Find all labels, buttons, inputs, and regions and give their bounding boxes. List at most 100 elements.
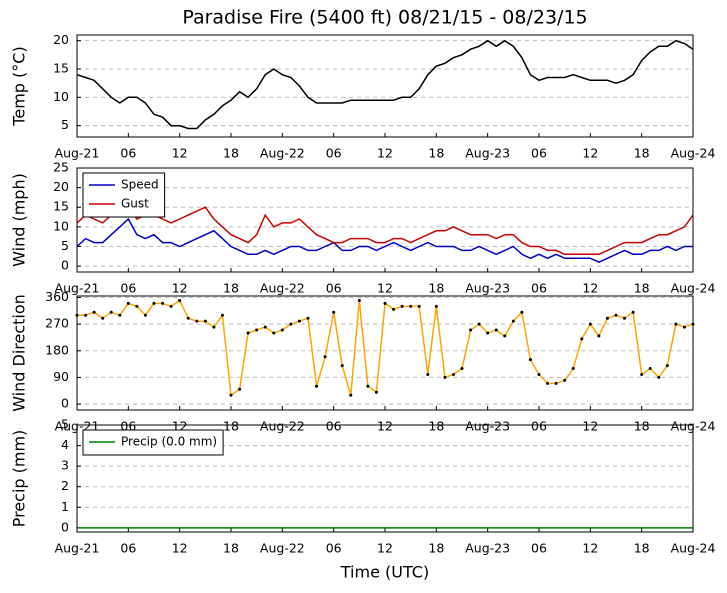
y-tick-label: 5 — [61, 417, 69, 432]
x-tick-label: 06 — [531, 281, 547, 296]
x-tick-label: 12 — [172, 146, 188, 161]
data-point — [280, 328, 284, 332]
data-point — [143, 313, 147, 317]
data-point — [434, 304, 438, 308]
x-tick-label: Aug-23 — [465, 281, 510, 296]
data-point — [255, 328, 259, 332]
data-point — [588, 322, 592, 326]
data-point — [84, 313, 88, 317]
data-point — [238, 387, 242, 391]
data-point — [554, 381, 558, 385]
legend-label: Gust — [121, 197, 149, 211]
legend-label: Precip (0.0 mm) — [121, 435, 217, 449]
data-point — [126, 301, 130, 305]
x-tick-label: Aug-21 — [55, 146, 100, 161]
data-line — [76, 206, 694, 256]
data-line — [76, 39, 694, 130]
x-tick-label: 12 — [172, 281, 188, 296]
data-point — [263, 325, 267, 329]
x-tick-label: 12 — [582, 419, 598, 434]
x-tick-label: Aug-21 — [55, 281, 100, 296]
data-point — [101, 316, 105, 320]
data-point — [186, 316, 190, 320]
data-point — [477, 322, 481, 326]
data-point — [460, 367, 464, 371]
x-tick-label: 18 — [428, 146, 444, 161]
data-point — [614, 313, 618, 317]
data-point — [374, 390, 378, 394]
plot-frame — [76, 295, 694, 411]
y-tick-label: 20 — [53, 32, 69, 47]
y-tick-label: 0 — [61, 519, 69, 534]
y-tick-label: 10 — [53, 218, 69, 233]
x-tick-label: Aug-23 — [465, 146, 510, 161]
data-point — [657, 375, 661, 379]
x-tick-label: 18 — [634, 146, 650, 161]
x-tick-label: 06 — [120, 541, 136, 556]
data-point — [665, 364, 669, 368]
legend-label: Speed — [121, 178, 159, 192]
x-tick-label: 18 — [223, 419, 239, 434]
data-point — [212, 325, 216, 329]
data-point — [426, 372, 430, 376]
y-tick-label: 3 — [61, 458, 69, 473]
data-point — [451, 372, 455, 376]
x-tick-label: 06 — [326, 541, 342, 556]
y-tick-label: 4 — [61, 437, 69, 452]
x-tick-label: 06 — [531, 146, 547, 161]
data-point — [220, 313, 224, 317]
x-tick-label: 06 — [326, 281, 342, 296]
data-point — [92, 310, 96, 314]
y-tick-label: 0 — [61, 396, 69, 411]
x-tick-label: 12 — [582, 281, 598, 296]
data-point — [682, 325, 686, 329]
data-point — [469, 328, 473, 332]
data-point — [332, 310, 336, 314]
data-point — [511, 319, 515, 323]
x-tick-label: Aug-24 — [671, 541, 716, 556]
data-point — [640, 372, 644, 376]
data-line — [76, 217, 693, 264]
y-tick-label: 360 — [45, 289, 69, 304]
data-point — [400, 304, 404, 308]
y-axis-label: Temp (°C) — [10, 46, 29, 126]
data-point — [297, 319, 301, 323]
y-tick-label: 15 — [53, 199, 69, 214]
data-point — [246, 331, 250, 335]
x-tick-label: Aug-22 — [260, 419, 305, 434]
data-point — [161, 301, 165, 305]
data-point — [109, 310, 113, 314]
x-tick-label: Aug-22 — [260, 146, 305, 161]
x-tick-label: 12 — [377, 281, 393, 296]
y-axis-label: Wind (mph) — [10, 173, 29, 267]
x-tick-label: Aug-22 — [260, 541, 305, 556]
plot-frame — [76, 167, 694, 273]
data-point — [229, 393, 233, 397]
y-tick-label: 180 — [45, 342, 69, 357]
x-tick-label: 06 — [120, 146, 136, 161]
y-tick-label: 1 — [61, 499, 69, 514]
y-tick-label: 90 — [53, 369, 69, 384]
x-tick-label: 06 — [531, 541, 547, 556]
data-point — [537, 372, 541, 376]
data-point — [631, 310, 635, 314]
x-tick-label: Aug-23 — [465, 419, 510, 434]
data-point — [623, 316, 627, 320]
x-tick-label: 12 — [377, 419, 393, 434]
data-point — [494, 328, 498, 332]
data-point — [349, 393, 353, 397]
x-tick-label: 06 — [326, 419, 342, 434]
data-point — [178, 298, 182, 302]
plot-frame — [76, 34, 694, 138]
x-tick-label: 12 — [172, 541, 188, 556]
x-tick-label: Aug-22 — [260, 281, 305, 296]
data-point — [357, 298, 361, 302]
data-point — [306, 316, 310, 320]
data-point — [366, 384, 370, 388]
x-tick-label: 06 — [326, 146, 342, 161]
y-tick-label: 20 — [53, 179, 69, 194]
legend — [82, 172, 166, 218]
x-tick-label: 12 — [377, 146, 393, 161]
